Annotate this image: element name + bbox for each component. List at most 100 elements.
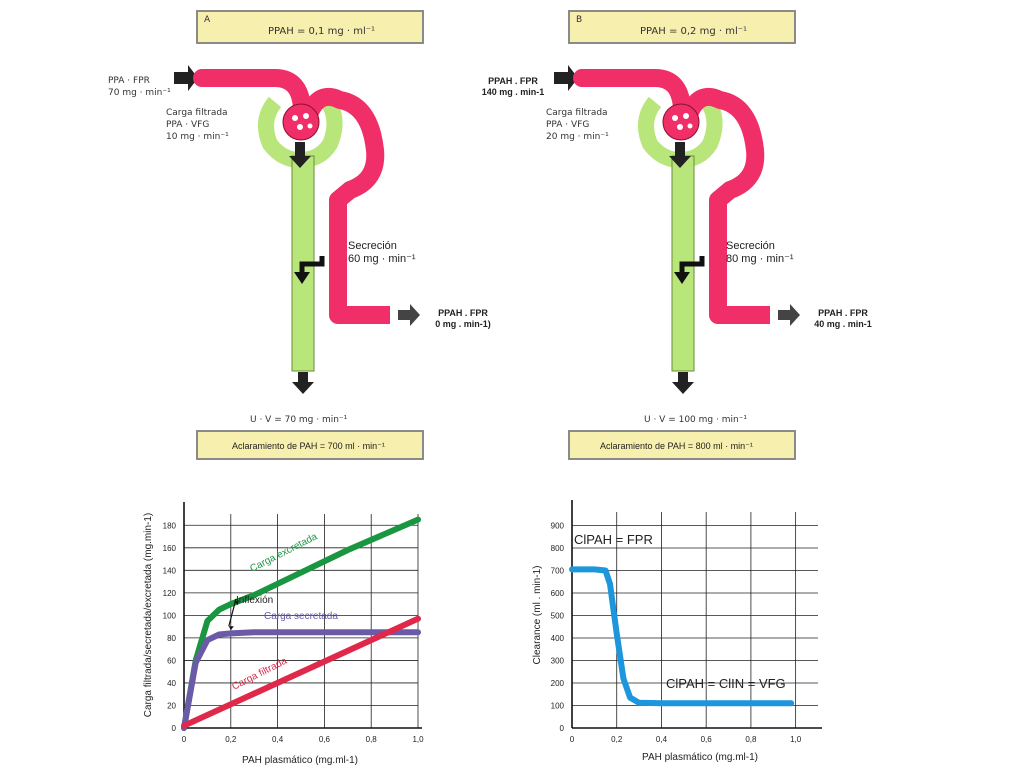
panel-a-concentration-box: A PPAH = 0,1 mg · ml⁻¹ (196, 10, 424, 44)
y-tick-label: 80 (167, 634, 176, 643)
x-axis-label: PAH plasmático (mg.ml-1) (642, 752, 758, 763)
x-tick-label: 0,4 (272, 735, 284, 744)
afferent-vessel (573, 69, 691, 117)
y-tick-label: 300 (551, 657, 565, 666)
panel-b-filtered-title: Carga filtrada (546, 108, 608, 118)
panel-b-output-label: PPAH . FPR (818, 308, 868, 318)
panel-a-filtered-title: Carga filtrada (166, 108, 228, 118)
series-line-1 (569, 566, 795, 707)
panel-b-input-value: 140 mg . min-1 (481, 87, 545, 97)
urine-arrow-icon (292, 372, 314, 394)
output-arrow-icon (778, 304, 800, 326)
panel-a-output-label: PPAH . FPR (438, 308, 488, 318)
panel-b-letter: B (576, 15, 583, 25)
filtration-arrow-icon (289, 142, 311, 168)
y-tick-label: 0 (172, 724, 177, 733)
panel-a-secretion-title: Secreción (348, 240, 397, 252)
panel-a-secretion-value: 60 mg · min⁻¹ (348, 253, 416, 265)
x-tick-label: 0,8 (366, 735, 378, 744)
panel-a-letter: A (204, 15, 211, 25)
y-tick-label: 600 (551, 589, 565, 598)
x-tick-label: 0,6 (701, 735, 713, 744)
panel-b-input-label: PPAH . FPR (488, 76, 538, 86)
y-axis-label: Carga filtrada/secretada/excretada (mg.m… (143, 513, 154, 718)
series-line-1 (181, 516, 421, 731)
x-tick-label: 1,0 (412, 735, 424, 744)
y-tick-label: 140 (163, 566, 177, 575)
chart-clearance-vs-pah: 0 0,2 0,4 0,6 0,8 1,0 0 100 200 300 400 500 600 700 80… (532, 500, 822, 763)
secretion-arrow-icon (679, 256, 705, 274)
y-tick-label: 700 (551, 567, 565, 576)
series-label-filtered: Carga filtrada (230, 655, 289, 692)
panel-b-filtered-value: 20 mg · min⁻¹ (546, 132, 609, 142)
annotation-cl-vfg: ClPAH = ClIN = VFG (666, 676, 786, 691)
inflection-arrowhead-1 (234, 600, 239, 606)
panel-b-concentration-box: B PPAH = 0,2 mg · ml⁻¹ (568, 10, 796, 44)
panel-b-secretion-value: 80 mg · min⁻¹ (726, 253, 794, 265)
panel-b-urine-label: U · V = 100 mg · min⁻¹ (644, 415, 748, 425)
panel-a-concentration-label: PPAH = 0,1 mg · ml⁻¹ (268, 26, 376, 37)
series-line-2 (181, 629, 421, 731)
panel-b-clearance-box: Aclaramiento de PAH = 800 ml · min⁻¹ (568, 430, 796, 460)
y-axis-label: Clearance (ml . min-1) (532, 566, 543, 665)
y-tick-label: 100 (551, 702, 565, 711)
annotation-cl-fpr: ClPAH = FPR (574, 532, 653, 547)
input-arrow-icon (174, 65, 198, 91)
panel-b-concentration-label: PPAH = 0,2 mg · ml⁻¹ (640, 26, 748, 37)
panel-a-output-value: 0 mg . min-1) (435, 319, 491, 329)
glomerulus-icon (282, 103, 320, 141)
y-tick-label: 20 (167, 701, 176, 710)
panel-b-filtered-formula: PPA · VFG (546, 120, 590, 130)
y-tick-label: 200 (551, 679, 565, 688)
x-tick-label: 0,4 (656, 735, 668, 744)
filtration-arrow-icon (669, 142, 691, 168)
y-tick-label: 60 (167, 656, 176, 665)
y-tick-label: 100 (163, 611, 177, 620)
y-tick-label: 400 (551, 634, 565, 643)
panel-a-filtered-value: 10 mg · min⁻¹ (166, 132, 229, 142)
y-tick-label: 0 (560, 724, 565, 733)
y-tick-label: 180 (163, 521, 177, 530)
x-tick-label: 0,8 (745, 735, 757, 744)
y-tick-label: 800 (551, 544, 565, 553)
output-arrow-icon (398, 304, 420, 326)
plot-area: 0 0,2 0,4 0,6 0,8 1,0 0 100 200 300 400 500 600 700 80… (551, 500, 822, 744)
inflection-arrow-2 (228, 598, 237, 627)
x-tick-label: 0 (182, 735, 187, 744)
y-tick-label: 40 (167, 679, 176, 688)
panel-a-input-value: 70 mg · min⁻¹ (108, 88, 171, 98)
y-tick-label: 160 (163, 544, 177, 553)
x-tick-label: 0,6 (319, 735, 331, 744)
plot-area: 0 0,2 0,4 0,6 0,8 1,0 0 20 40 60 80 100 120 140 160 180 (163, 502, 424, 744)
panel-a-nephron-drawing (174, 65, 420, 394)
panel-a-filtered-formula: PPA · VFG (166, 120, 210, 130)
efferent-vessel (301, 88, 390, 324)
urine-arrow-icon (672, 372, 694, 394)
input-arrow-icon (554, 65, 578, 91)
panel-b-secretion-title: Secreción (726, 240, 775, 252)
inflection-arrowhead-2 (228, 626, 234, 631)
x-axis-label: PAH plasmático (mg.ml-1) (242, 755, 358, 766)
panel-a-clearance-label: Aclaramiento de PAH = 700 ml · min⁻¹ (232, 441, 385, 451)
secretion-arrow-icon (299, 256, 325, 274)
panel-b-clearance-label: Aclaramiento de PAH = 800 ml · min⁻¹ (600, 441, 753, 451)
afferent-vessel (193, 69, 311, 117)
glomerulus-icon (662, 103, 700, 141)
panel-b-output-value: 40 mg . min-1 (814, 319, 872, 329)
chart-load-vs-pah: 0 0,2 0,4 0,6 0,8 1,0 0 20 40 60 80 100 120 140 160 180… (143, 502, 424, 766)
panel-a-clearance-box: Aclaramiento de PAH = 700 ml · min⁻¹ (196, 430, 424, 460)
series-label-secreted: Carga secretada (264, 611, 338, 622)
inflection-annotation: Inflexión (236, 595, 273, 606)
x-tick-label: 0,2 (225, 735, 237, 744)
panel-b-nephron-drawing (554, 65, 800, 394)
efferent-vessel (681, 88, 770, 324)
series-line-3 (181, 615, 421, 729)
y-tick-label: 900 (551, 522, 565, 531)
x-tick-label: 1,0 (790, 735, 802, 744)
x-tick-label: 0,2 (611, 735, 623, 744)
y-tick-label: 120 (163, 589, 177, 598)
panel-a-input-label: PPA · FPR (108, 76, 150, 86)
x-tick-label: 0 (570, 735, 575, 744)
panel-a-urine-label: U · V = 70 mg · min⁻¹ (250, 415, 348, 425)
y-tick-label: 500 (551, 612, 565, 621)
